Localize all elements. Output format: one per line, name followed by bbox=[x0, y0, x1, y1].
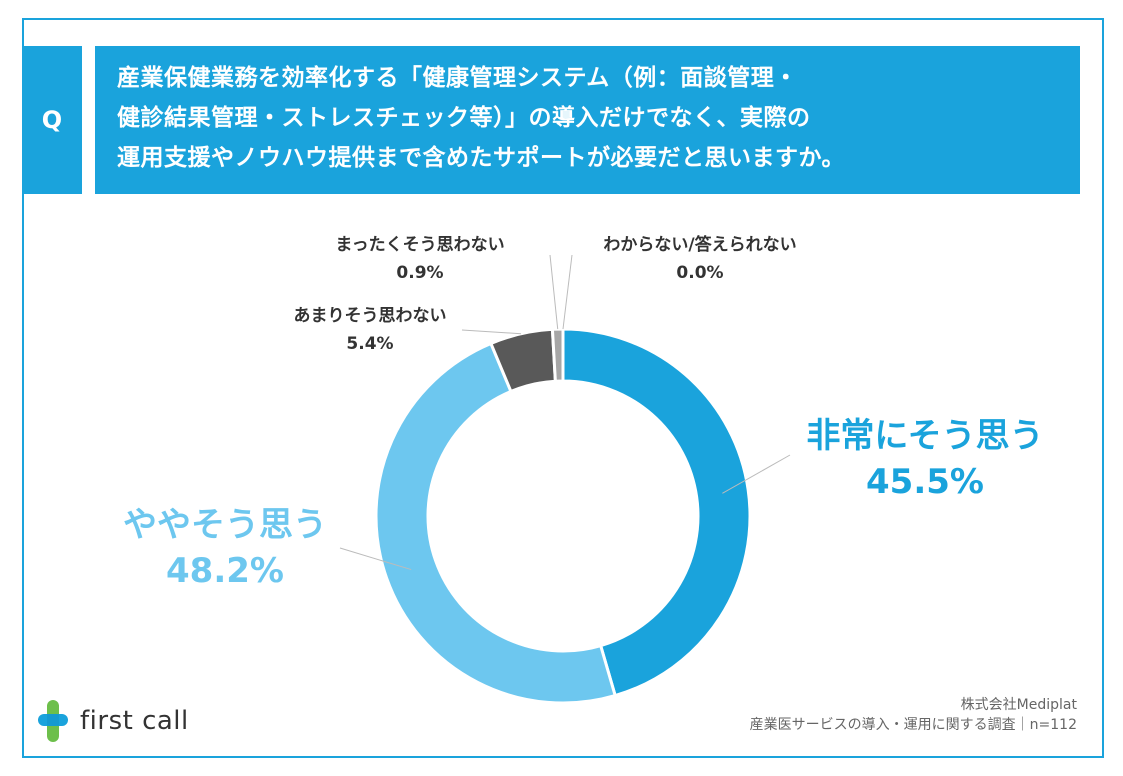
question-marker: Q bbox=[22, 46, 82, 194]
first-call-logo: first call bbox=[36, 698, 189, 744]
question-text: 産業保健業務を効率化する「健康管理システム（例：面談管理・ 健診結果管理・ストレ… bbox=[95, 46, 1080, 194]
slice-label-name: あまりそう思わない bbox=[293, 306, 447, 326]
slice-label-value: 48.2% bbox=[166, 551, 284, 591]
card-frame bbox=[22, 18, 1104, 758]
logo-text: first call bbox=[80, 706, 189, 736]
leader-line-not-at-all bbox=[549, 254, 559, 330]
question-line: 健診結果管理・ストレスチェック等）」の導入だけでなく、実際の bbox=[117, 105, 811, 131]
donut-slice-not-at-all bbox=[550, 327, 565, 383]
slice-label-value: 0.0% bbox=[676, 263, 724, 283]
question-line: 運用支援やノウハウ提供まで含めたサポートが必要だと思いますか。 bbox=[117, 145, 846, 171]
leader-line-very-much bbox=[722, 454, 791, 494]
slice-label-value: 5.4% bbox=[346, 334, 394, 354]
medical-cross-icon bbox=[38, 700, 68, 742]
slice-label-very-much: 非常にそう思う 45.5% bbox=[800, 413, 1050, 505]
slice-label-not-much: あまりそう思わない 5.4% bbox=[270, 302, 470, 358]
slice-label-name: 非常にそう思う bbox=[806, 416, 1044, 456]
footer-survey: 産業医サービスの導入・運用に関する調査｜n=112 bbox=[749, 717, 1077, 733]
leader-line-unknown bbox=[562, 254, 573, 330]
slice-label-somewhat: ややそう思う 48.2% bbox=[100, 502, 350, 594]
slice-label-name: まったくそう思わない bbox=[335, 235, 505, 255]
donut-slice-somewhat bbox=[374, 341, 618, 705]
slice-label-value: 45.5% bbox=[866, 462, 984, 502]
slice-label-value: 0.9% bbox=[396, 263, 444, 283]
leader-line-not-much bbox=[461, 329, 522, 335]
leader-line-somewhat bbox=[339, 547, 412, 571]
slice-label-name: わからない/答えられない bbox=[603, 235, 797, 255]
slice-label-unknown: わからない/答えられない 0.0% bbox=[570, 231, 830, 287]
footer-credit: 株式会社Mediplat 産業医サービスの導入・運用に関する調査｜n=112 bbox=[750, 695, 1077, 735]
footer-company: 株式会社Mediplat bbox=[960, 697, 1077, 713]
slice-label-not-at-all: まったくそう思わない 0.9% bbox=[300, 231, 540, 287]
question-line: 産業保健業務を効率化する「健康管理システム（例：面談管理・ bbox=[117, 65, 798, 91]
donut-slice-very-much bbox=[561, 327, 752, 698]
slice-label-name: ややそう思う bbox=[123, 505, 327, 545]
